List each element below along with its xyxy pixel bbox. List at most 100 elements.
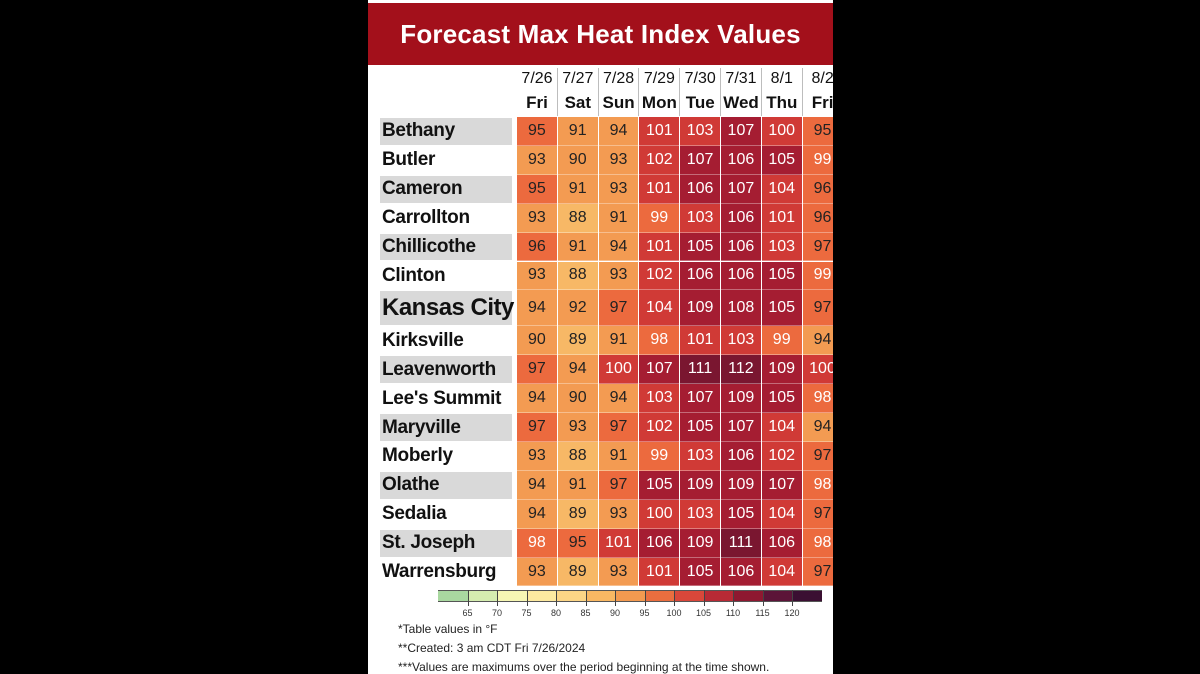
legend-tick <box>644 590 646 606</box>
legend-tick-label: 75 <box>521 608 532 618</box>
title-bar: Forecast Max Heat Index Values <box>368 3 833 65</box>
city-label: Bethany <box>382 120 455 142</box>
heat-index-cell: 99 <box>639 203 680 233</box>
heat-index-cell: 94 <box>598 117 639 146</box>
city-label: Kansas City <box>382 294 514 322</box>
heat-index-cell: 94 <box>598 384 639 414</box>
heat-index-cell: 94 <box>557 355 598 385</box>
city-label: Kirksville <box>382 329 464 351</box>
legend-tick <box>467 590 469 606</box>
heat-index-cell: 102 <box>639 145 680 175</box>
heat-index-cell: 105 <box>680 232 720 262</box>
legend-tick-label: 105 <box>695 608 712 618</box>
legend-tick-label: 90 <box>609 608 620 618</box>
heat-index-cell: 99 <box>761 326 802 356</box>
heat-index-cell: 109 <box>680 528 720 558</box>
legend-swatch <box>615 590 645 602</box>
legend-tick-label: 100 <box>666 608 682 618</box>
heat-index-cell: 105 <box>761 384 802 414</box>
heat-index-cell: 93 <box>517 557 557 587</box>
heat-index-cell: 103 <box>761 232 802 262</box>
legend-tick-label: 80 <box>550 608 561 618</box>
heat-index-cell: 89 <box>557 326 598 356</box>
heat-index-cell: 101 <box>598 528 639 558</box>
footnote: **Created: 3 am CDT Fri 7/26/2024 <box>398 641 586 655</box>
heat-index-cell: 109 <box>680 290 720 327</box>
heat-index-cell: 111 <box>680 355 720 385</box>
column-day: Sun <box>602 93 635 112</box>
heat-index-cell: 101 <box>639 174 680 204</box>
heat-index-cell: 91 <box>557 232 598 262</box>
heat-index-cell: 89 <box>557 499 598 529</box>
heat-index-table: 7/26 Fri 7/27 Sat 7/28 Sun 7/29 Mon 7/30 Tue 7/31 W… <box>368 0 833 674</box>
column-date: 8/2 <box>811 70 833 87</box>
heat-index-cell: 103 <box>639 384 680 414</box>
heat-index-cell: 103 <box>680 442 720 471</box>
heat-index-cell: 91 <box>557 470 598 500</box>
legend-swatch <box>644 590 674 602</box>
city-row-shade <box>380 529 512 557</box>
city-label: Cameron <box>382 178 463 200</box>
heat-index-cell: 91 <box>598 326 639 356</box>
heat-index-cell: 101 <box>761 203 802 233</box>
legend-tick-label: 70 <box>491 608 502 618</box>
heat-index-cell: 93 <box>598 557 639 587</box>
heat-index-cell: 106 <box>721 442 761 471</box>
heat-index-cell: 98 <box>802 384 833 414</box>
city-label: Olathe <box>382 474 440 496</box>
heat-index-cell: 105 <box>761 261 802 291</box>
heat-index-cell: 93 <box>598 261 639 291</box>
heat-index-cell: 95 <box>517 117 557 146</box>
city-label: Sedalia <box>382 503 447 525</box>
chart-title: Forecast Max Heat Index Values <box>400 18 801 49</box>
heat-index-cell: 107 <box>680 384 720 414</box>
heat-index-cell: 88 <box>557 442 598 471</box>
heat-index-cell: 106 <box>721 203 761 233</box>
column-date: 7/30 <box>684 70 716 87</box>
heat-index-cell: 94 <box>517 499 557 529</box>
column-day: Thu <box>766 93 798 112</box>
city-label: Lee's Summit <box>382 387 502 409</box>
heat-index-cell: 109 <box>761 355 802 385</box>
legend-swatch <box>438 590 468 602</box>
heat-index-cell: 101 <box>639 232 680 262</box>
heat-index-cell: 97 <box>598 470 639 500</box>
heat-index-cell: 106 <box>721 232 761 262</box>
column-date: 7/29 <box>643 70 675 87</box>
column-separator <box>760 68 762 116</box>
heat-index-cell: 104 <box>761 499 802 529</box>
heat-index-cell: 112 <box>721 355 761 385</box>
heat-index-cell: 88 <box>557 203 598 233</box>
heat-index-cell: 109 <box>680 470 720 500</box>
heat-index-cell: 107 <box>721 413 761 442</box>
heat-index-cell: 91 <box>598 203 639 233</box>
heat-index-cell: 101 <box>639 557 680 587</box>
city-label: Butler <box>382 149 436 171</box>
heat-index-cell: 104 <box>761 174 802 204</box>
heat-index-cell: 91 <box>557 174 598 204</box>
heat-index-cell: 89 <box>557 557 598 587</box>
heat-index-cell: 104 <box>639 290 680 327</box>
legend-swatch <box>497 590 527 602</box>
heat-index-cell: 106 <box>721 261 761 291</box>
city-label: Clinton <box>382 264 446 286</box>
heat-index-cell: 103 <box>680 203 720 233</box>
heat-index-cell: 98 <box>517 528 557 558</box>
legend-tick <box>556 590 557 606</box>
legend-tick <box>792 590 793 606</box>
heat-index-cell: 109 <box>721 470 761 500</box>
heat-index-cell: 106 <box>721 557 761 587</box>
column-separator <box>679 68 681 116</box>
heat-index-cell: 91 <box>598 442 639 471</box>
column-day: Fri <box>526 93 548 112</box>
heat-index-cell: 99 <box>802 261 833 291</box>
column-day: Fri <box>811 93 833 112</box>
legend-swatch <box>526 590 556 602</box>
column-separator <box>801 68 803 116</box>
heat-index-cell: 97 <box>598 290 639 327</box>
heat-index-cell: 96 <box>517 232 557 262</box>
heat-index-cell: 105 <box>639 470 680 500</box>
heat-index-cell: 90 <box>517 326 557 356</box>
column-day: Wed <box>723 93 759 112</box>
legend-tick <box>526 590 528 606</box>
